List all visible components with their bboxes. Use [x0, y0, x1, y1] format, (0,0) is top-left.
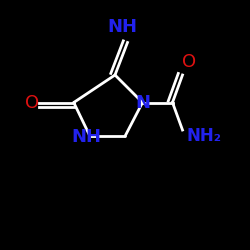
Text: NH₂: NH₂: [186, 127, 221, 145]
Text: NH: NH: [108, 18, 138, 36]
Text: O: O: [182, 53, 196, 71]
Text: O: O: [26, 94, 40, 112]
Text: N: N: [135, 94, 150, 112]
Text: NH: NH: [71, 128, 101, 146]
